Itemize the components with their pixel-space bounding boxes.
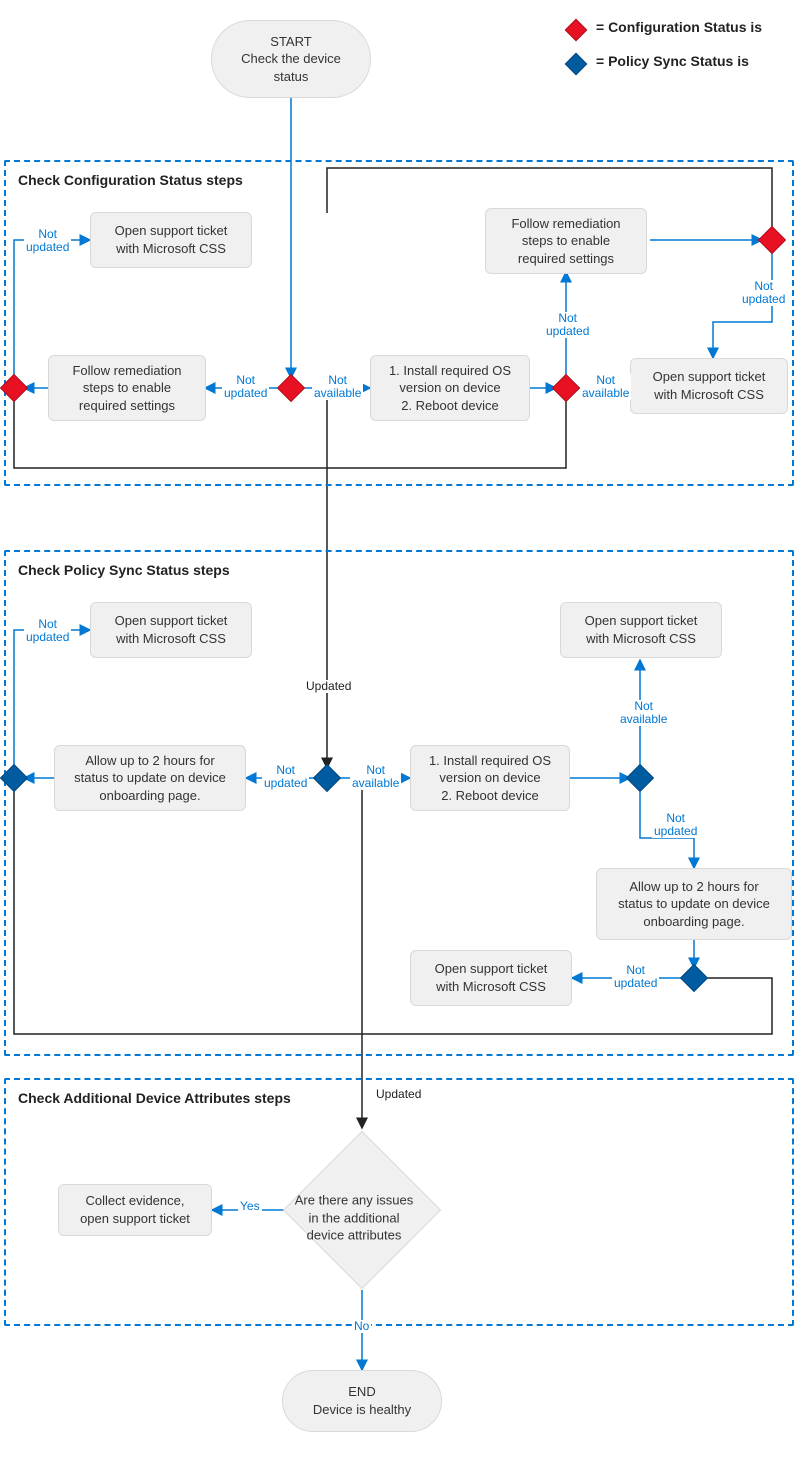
lbl-d2RR-left: Not updated xyxy=(612,964,659,990)
lbl-d2-left: Not updated xyxy=(262,764,309,790)
lbl-d2L-up: Not updated xyxy=(24,618,71,644)
node-css2-text: Open support ticket with Microsoft CSS xyxy=(653,368,766,403)
node-css4-text: Open support ticket with Microsoft CSS xyxy=(585,612,698,647)
section-config-title: Check Configuration Status steps xyxy=(18,172,243,188)
legend-blue-diamond xyxy=(565,53,588,76)
lbl-d1-left: Not updated xyxy=(222,374,269,400)
decision-attributes-text: Are there any issues in the additional d… xyxy=(279,1192,429,1245)
node-rem2-text: Follow remediation steps to enable requi… xyxy=(511,215,620,268)
lbl-d1-right: Not available xyxy=(312,374,363,400)
lbl-d1R-right: Not available xyxy=(580,374,631,400)
lbl-d1R-up: Not updated xyxy=(544,312,591,338)
node-allow1-text: Allow up to 2 hours for status to update… xyxy=(74,752,226,805)
node-start: START Check the device status xyxy=(211,20,371,98)
node-allow2-text: Allow up to 2 hours for status to update… xyxy=(618,878,770,931)
section-config xyxy=(4,160,794,486)
section-policy-title: Check Policy Sync Status steps xyxy=(18,562,230,578)
lbl-no: No xyxy=(352,1320,371,1333)
lbl-d1RR-down: Not updated xyxy=(740,280,787,306)
node-inst2: 1. Install required OS version on device… xyxy=(410,745,570,811)
legend-red-text: = Configuration Status is xyxy=(596,19,762,35)
node-css5: Open support ticket with Microsoft CSS xyxy=(410,950,572,1006)
node-collect: Collect evidence, open support ticket xyxy=(58,1184,212,1236)
node-allow2: Allow up to 2 hours for status to update… xyxy=(596,868,792,940)
node-inst1-text: 1. Install required OS version on device… xyxy=(389,362,511,415)
node-css1: Open support ticket with Microsoft CSS xyxy=(90,212,252,268)
node-allow1: Allow up to 2 hours for status to update… xyxy=(54,745,246,811)
node-inst1: 1. Install required OS version on device… xyxy=(370,355,530,421)
node-css4: Open support ticket with Microsoft CSS xyxy=(560,602,722,658)
lbl-d2R-down: Not updated xyxy=(652,812,699,838)
node-rem2: Follow remediation steps to enable requi… xyxy=(485,208,647,274)
lbl-d2R-up: Not available xyxy=(618,700,669,726)
node-collect-text: Collect evidence, open support ticket xyxy=(80,1192,190,1227)
node-end-text: END Device is healthy xyxy=(313,1383,411,1418)
node-start-text: START Check the device status xyxy=(241,33,341,86)
node-end: END Device is healthy xyxy=(282,1370,442,1432)
section-attrs-title: Check Additional Device Attributes steps xyxy=(18,1090,291,1106)
lbl-yes: Yes xyxy=(238,1200,262,1213)
node-css5-text: Open support ticket with Microsoft CSS xyxy=(435,960,548,995)
lbl-updated1: Updated xyxy=(304,680,353,693)
node-css2: Open support ticket with Microsoft CSS xyxy=(630,358,788,414)
node-rem1-text: Follow remediation steps to enable requi… xyxy=(72,362,181,415)
node-inst2-text: 1. Install required OS version on device… xyxy=(429,752,551,805)
legend-red-diamond xyxy=(565,19,588,42)
node-css3: Open support ticket with Microsoft CSS xyxy=(90,602,252,658)
lbl-updated2: Updated xyxy=(374,1088,423,1101)
legend-blue-text: = Policy Sync Status is xyxy=(596,53,749,69)
lbl-d2-right: Not available xyxy=(350,764,401,790)
lbl-d1L-up: Not updated xyxy=(24,228,71,254)
node-rem1: Follow remediation steps to enable requi… xyxy=(48,355,206,421)
node-css1-text: Open support ticket with Microsoft CSS xyxy=(115,222,228,257)
node-css3-text: Open support ticket with Microsoft CSS xyxy=(115,612,228,647)
